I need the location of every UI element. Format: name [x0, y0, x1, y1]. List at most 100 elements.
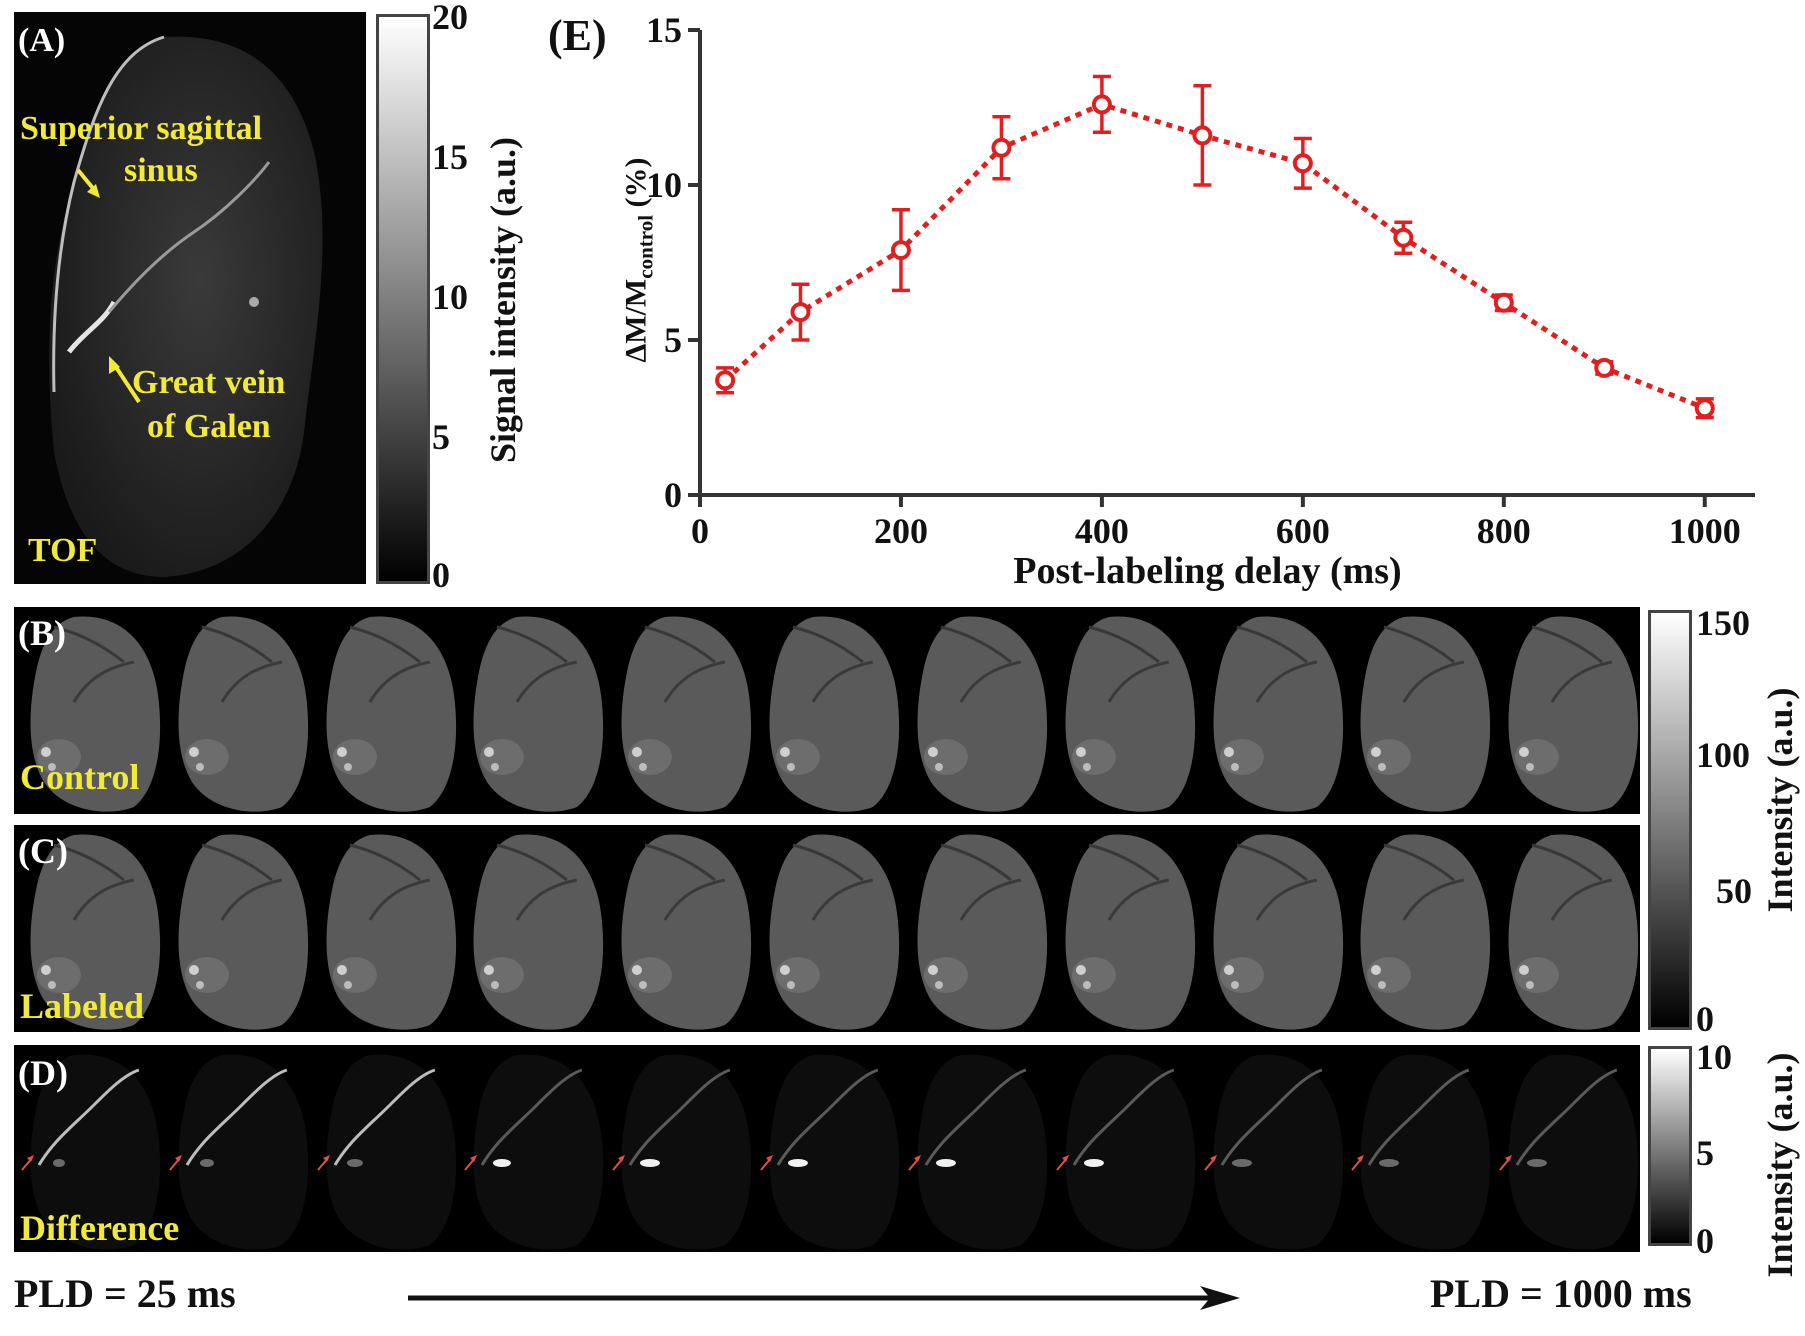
- tof-image: (A) Superior sagittal sinus Great vein o…: [14, 12, 366, 584]
- colorbar-a-tick-20: 20: [432, 0, 468, 37]
- data-point: [1393, 227, 1414, 248]
- data-point: [1694, 398, 1715, 419]
- control-slice-image: [1492, 607, 1640, 814]
- control-slice-drawing: [621, 616, 752, 812]
- control-slice-drawing: [1065, 616, 1195, 812]
- row-label-control: Control: [20, 757, 140, 797]
- data-point: [890, 240, 911, 261]
- difference-slice-image: [605, 1045, 753, 1252]
- difference-slice-drawing: [1055, 1054, 1195, 1250]
- labeled-slice-drawing: [1508, 834, 1639, 1030]
- colorbar-a: [376, 14, 430, 584]
- labeled-slice-image: [1197, 825, 1345, 1032]
- labeled-slice-image: [753, 825, 901, 1032]
- colorbar-d-tick-5: 5: [1696, 1133, 1714, 1173]
- x-tick-label: 200: [874, 511, 928, 551]
- row-label-labeled: Labeled: [20, 986, 145, 1026]
- difference-slice-image: [1492, 1045, 1640, 1252]
- labeled-slice-drawing: [917, 834, 1047, 1030]
- labeled-slice-drawing: [1065, 834, 1195, 1030]
- labeled-slice-image: [605, 825, 753, 1032]
- difference-slice-drawing: [612, 1054, 752, 1250]
- control-slice-drawing: [1360, 616, 1491, 812]
- colorbar-a-tick-10: 10: [432, 277, 468, 317]
- panel-d-label: (D): [18, 1053, 68, 1093]
- colorbar-d-tick-10: 10: [1696, 1037, 1732, 1077]
- annotation-superior-sagittal: Superior sagittal: [20, 110, 263, 147]
- line-chart: 0 5 10 15 0 200 400 600 800 1000 Post-labeling del…: [646, 10, 1755, 592]
- x-tick-label: 600: [1276, 511, 1330, 551]
- labeled-slice-drawing: [621, 834, 752, 1030]
- series-line: [723, 101, 1706, 411]
- difference-slice-image: [1344, 1045, 1492, 1252]
- difference-slice-image: [14, 1045, 162, 1252]
- data-point: [1493, 292, 1514, 313]
- difference-slice-image: [162, 1045, 310, 1252]
- labeled-slice-drawing: [178, 834, 308, 1030]
- y-tick-label: 0: [664, 475, 682, 515]
- control-slice-image: [310, 607, 458, 814]
- row-labeled: [14, 825, 1640, 1032]
- control-slice-image: [901, 607, 1049, 814]
- labeled-slice-image: [457, 825, 605, 1032]
- difference-slice-image: [457, 1045, 605, 1252]
- labeled-slice-image: [1492, 825, 1640, 1032]
- control-slice-drawing: [917, 616, 1047, 812]
- data-point: [715, 370, 736, 391]
- labeled-slice-drawing: [769, 834, 900, 1030]
- control-slice-image: [1344, 607, 1492, 814]
- x-tick-label: 400: [1075, 511, 1129, 551]
- colorbar-a-tick-0: 0: [432, 555, 450, 595]
- annotation-of-galen: of Galen: [147, 408, 271, 445]
- x-tick-label: 800: [1477, 511, 1531, 551]
- control-slice-drawing: [1213, 616, 1343, 812]
- y-tick-label: 10: [646, 165, 682, 205]
- colorbar-bc-tick-0: 0: [1696, 999, 1714, 1039]
- control-slice-image: [1197, 607, 1345, 814]
- control-slice-image: [457, 607, 605, 814]
- data-point: [991, 137, 1012, 158]
- control-slice-drawing: [326, 616, 456, 812]
- annotation-great-vein: Great vein: [132, 364, 286, 401]
- difference-slice-image: [1049, 1045, 1197, 1252]
- pld-end-label: PLD = 1000 ms: [1430, 1271, 1692, 1316]
- colorbar-bc-tick-150: 150: [1696, 603, 1750, 643]
- annotation-arrows: [76, 168, 141, 404]
- labeled-slice-image: [14, 825, 162, 1032]
- difference-slice-image: [901, 1045, 1049, 1252]
- difference-slice-drawing: [1351, 1054, 1491, 1250]
- labeled-slice-image: [162, 825, 310, 1032]
- y-tick-label: 5: [664, 320, 682, 360]
- annotation-sinus: sinus: [124, 152, 198, 189]
- difference-slice-drawing: [169, 1054, 308, 1250]
- labeled-slice-image: [901, 825, 1049, 1032]
- panel-c-label: (C): [18, 831, 68, 871]
- control-slice-image: [14, 607, 162, 814]
- control-slice-image: [753, 607, 901, 814]
- colorbar-d-tick-0: 0: [1696, 1221, 1714, 1261]
- labeled-slice-image: [310, 825, 458, 1032]
- data-point: [1091, 94, 1112, 115]
- colorbar-d-label: Intensity (a.u.): [1760, 1052, 1800, 1278]
- tof-brain-drawing: [49, 35, 323, 578]
- difference-slice-drawing: [316, 1054, 456, 1250]
- colorbar-a-label: Signal intensity (a.u.): [483, 136, 523, 464]
- labeled-slice-drawing: [473, 834, 604, 1030]
- panel-b-label: (B): [18, 613, 66, 653]
- pld-arrow: [408, 1286, 1240, 1310]
- labeled-slice-image: [1344, 825, 1492, 1032]
- labeled-slice-drawing: [1213, 834, 1343, 1030]
- difference-slice-image: [1197, 1045, 1345, 1252]
- control-slice-image: [605, 607, 753, 814]
- difference-slice-drawing: [1499, 1054, 1639, 1250]
- y-tick-label: 15: [646, 10, 682, 50]
- data-point: [790, 302, 811, 323]
- panel-a-label: (A): [18, 22, 66, 59]
- pld-start-label: PLD = 25 ms: [14, 1271, 236, 1316]
- colorbar-d: [1648, 1046, 1692, 1246]
- control-slice-drawing: [473, 616, 604, 812]
- control-slice-drawing: [178, 616, 308, 812]
- chart-xlabel: Post-labeling delay (ms): [1013, 550, 1401, 592]
- colorbar-bc-tick-100: 100: [1696, 735, 1750, 775]
- x-tick-label: 0: [691, 511, 709, 551]
